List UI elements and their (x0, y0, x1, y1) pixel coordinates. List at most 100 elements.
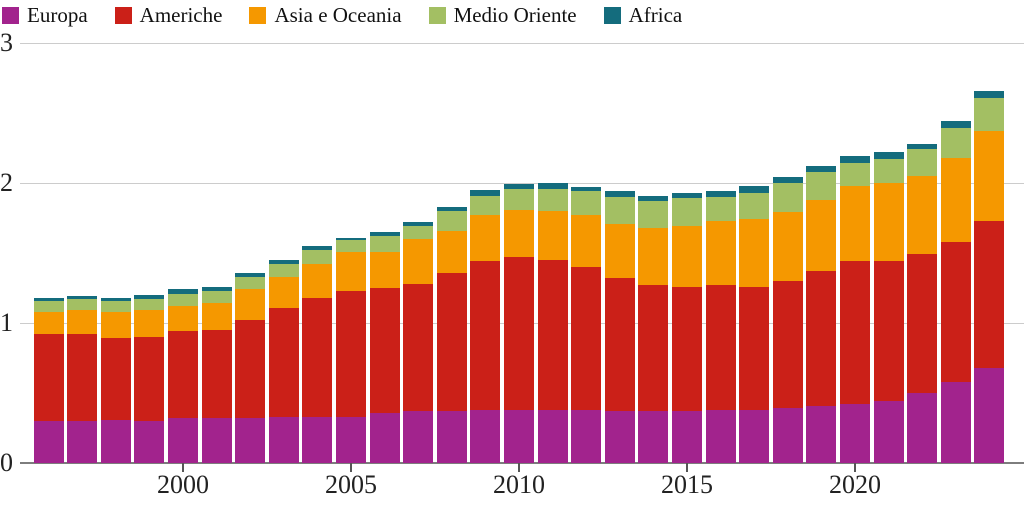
bar-2009-segment-americhe (470, 261, 501, 410)
bar-2008-segment-asia-e-oceania (436, 230, 467, 273)
bar-2013-segment-africa (604, 191, 635, 197)
bar-2024-segment-medio-oriente (974, 97, 1005, 132)
bar-2023-segment-europa (940, 381, 971, 463)
bar-2001-segment-medio-oriente (201, 290, 232, 304)
bar-2010-segment-americhe (504, 257, 534, 410)
bar-2005-segment-americhe (336, 290, 366, 417)
bar-2012-segment-americhe (571, 267, 602, 410)
bar-2006-segment-africa (369, 232, 400, 237)
bar-2020-segment-europa (840, 404, 870, 463)
gridline-2 (20, 183, 1024, 184)
bar-2014-segment-asia-e-oceania (638, 227, 669, 286)
bar-1996-segment-americhe (33, 334, 64, 421)
bar-2001-segment-europa (201, 418, 232, 463)
bar-2004 (302, 246, 333, 463)
bar-2015 (672, 192, 702, 463)
legend-label-americhe: Americhe (139, 3, 223, 27)
bar-2004-segment-europa (302, 416, 333, 463)
bar-2018-segment-africa (772, 177, 803, 184)
bar-2022-segment-africa (907, 143, 938, 150)
bar-2017-segment-europa (739, 409, 770, 463)
bar-1999 (134, 295, 165, 463)
y-tick-label-0: 0 (0, 448, 13, 477)
bar-2016-segment-asia-e-oceania (705, 220, 736, 286)
bar-2002-segment-asia-e-oceania (235, 289, 266, 321)
bar-1998-segment-americhe (100, 338, 131, 420)
bar-1996-segment-europa (33, 420, 64, 463)
bar-1999-segment-medio-oriente (134, 299, 165, 311)
bar-1999-segment-americhe (134, 337, 165, 421)
bar-2011-segment-africa (537, 183, 568, 189)
legend-item-asia-e-oceania: Asia e Oceania (249, 2, 402, 28)
bar-2014-segment-europa (638, 411, 669, 463)
bar-2016 (705, 191, 736, 463)
bar-2016-segment-africa (705, 191, 736, 198)
bar-2019 (806, 166, 837, 463)
bar-2021-segment-europa (873, 401, 904, 463)
legend-swatch-africa (603, 6, 621, 24)
x-tick-label-2015: 2015 (661, 470, 713, 499)
bar-2000-segment-europa (168, 418, 198, 463)
bar-2002 (235, 272, 266, 463)
x-tick-label-2005: 2005 (325, 470, 377, 499)
bar-2011-segment-asia-e-oceania (537, 211, 568, 261)
bar-2021-segment-americhe (873, 261, 904, 402)
x-tick-label-2010: 2010 (493, 470, 545, 499)
bar-2004-segment-americhe (302, 297, 333, 417)
bar-2008-segment-europa (436, 411, 467, 463)
bar-2008-segment-medio-oriente (436, 211, 467, 231)
bar-1999-segment-europa (134, 421, 165, 463)
bar-2003 (268, 260, 299, 463)
bar-2016-segment-americhe (705, 285, 736, 410)
bar-2007-segment-africa (403, 222, 434, 227)
legend-swatch-europa (2, 6, 19, 24)
bar-2001 (201, 286, 232, 463)
bar-2011-segment-medio-oriente (537, 188, 568, 212)
bar-2013-segment-medio-oriente (604, 197, 635, 224)
bar-2024-segment-africa (974, 90, 1005, 98)
bar-2005-segment-europa (336, 416, 366, 463)
bar-2019-segment-americhe (806, 271, 837, 406)
bar-2012-segment-europa (571, 409, 602, 463)
bar-2001-segment-asia-e-oceania (201, 303, 232, 330)
bar-2020-segment-americhe (840, 261, 870, 405)
bar-1998-segment-europa (100, 419, 131, 463)
legend-label-asia-e-oceania: Asia e Oceania (274, 3, 402, 27)
bar-2006-segment-europa (369, 412, 400, 463)
bar-2020-segment-asia-e-oceania (840, 185, 870, 262)
bar-2024-segment-asia-e-oceania (974, 131, 1005, 221)
bar-2002-segment-americhe (235, 320, 266, 419)
bar-2007-segment-americhe (403, 283, 434, 412)
bar-2023-segment-medio-oriente (940, 128, 971, 158)
bar-2009-segment-africa (470, 190, 501, 196)
bar-2010-segment-medio-oriente (504, 188, 534, 210)
bar-2003-segment-americhe (268, 307, 299, 417)
x-tick-label-2020: 2020 (829, 470, 881, 499)
bar-2005-segment-medio-oriente (336, 240, 366, 252)
gridline-3 (20, 43, 1024, 44)
bar-2012 (571, 187, 602, 463)
bar-2020 (840, 156, 870, 463)
bar-2000-segment-africa (168, 289, 198, 294)
bar-2010-segment-europa (504, 409, 534, 463)
bar-2013-segment-europa (604, 411, 635, 463)
bar-2003-segment-asia-e-oceania (268, 276, 299, 308)
bar-2004-segment-africa (302, 246, 333, 251)
bar-2024 (974, 90, 1005, 463)
legend-item-europa: Europa (2, 2, 88, 28)
bar-2017-segment-medio-oriente (739, 192, 770, 220)
bar-2018-segment-asia-e-oceania (772, 212, 803, 281)
x-tick-2020 (854, 463, 856, 472)
bar-2005-segment-africa (336, 237, 366, 241)
bar-2017 (739, 185, 770, 463)
bar-2014 (638, 195, 669, 463)
bar-2019-segment-africa (806, 166, 837, 172)
bar-2009-segment-europa (470, 409, 501, 463)
bar-2005-segment-asia-e-oceania (336, 251, 366, 291)
bar-2019-segment-medio-oriente (806, 171, 837, 200)
bar-2015-segment-americhe (672, 286, 702, 412)
bar-2009-segment-medio-oriente (470, 195, 501, 216)
bar-2012-segment-asia-e-oceania (571, 215, 602, 267)
bar-2011-segment-europa (537, 409, 568, 463)
x-tick-2015 (686, 463, 688, 472)
